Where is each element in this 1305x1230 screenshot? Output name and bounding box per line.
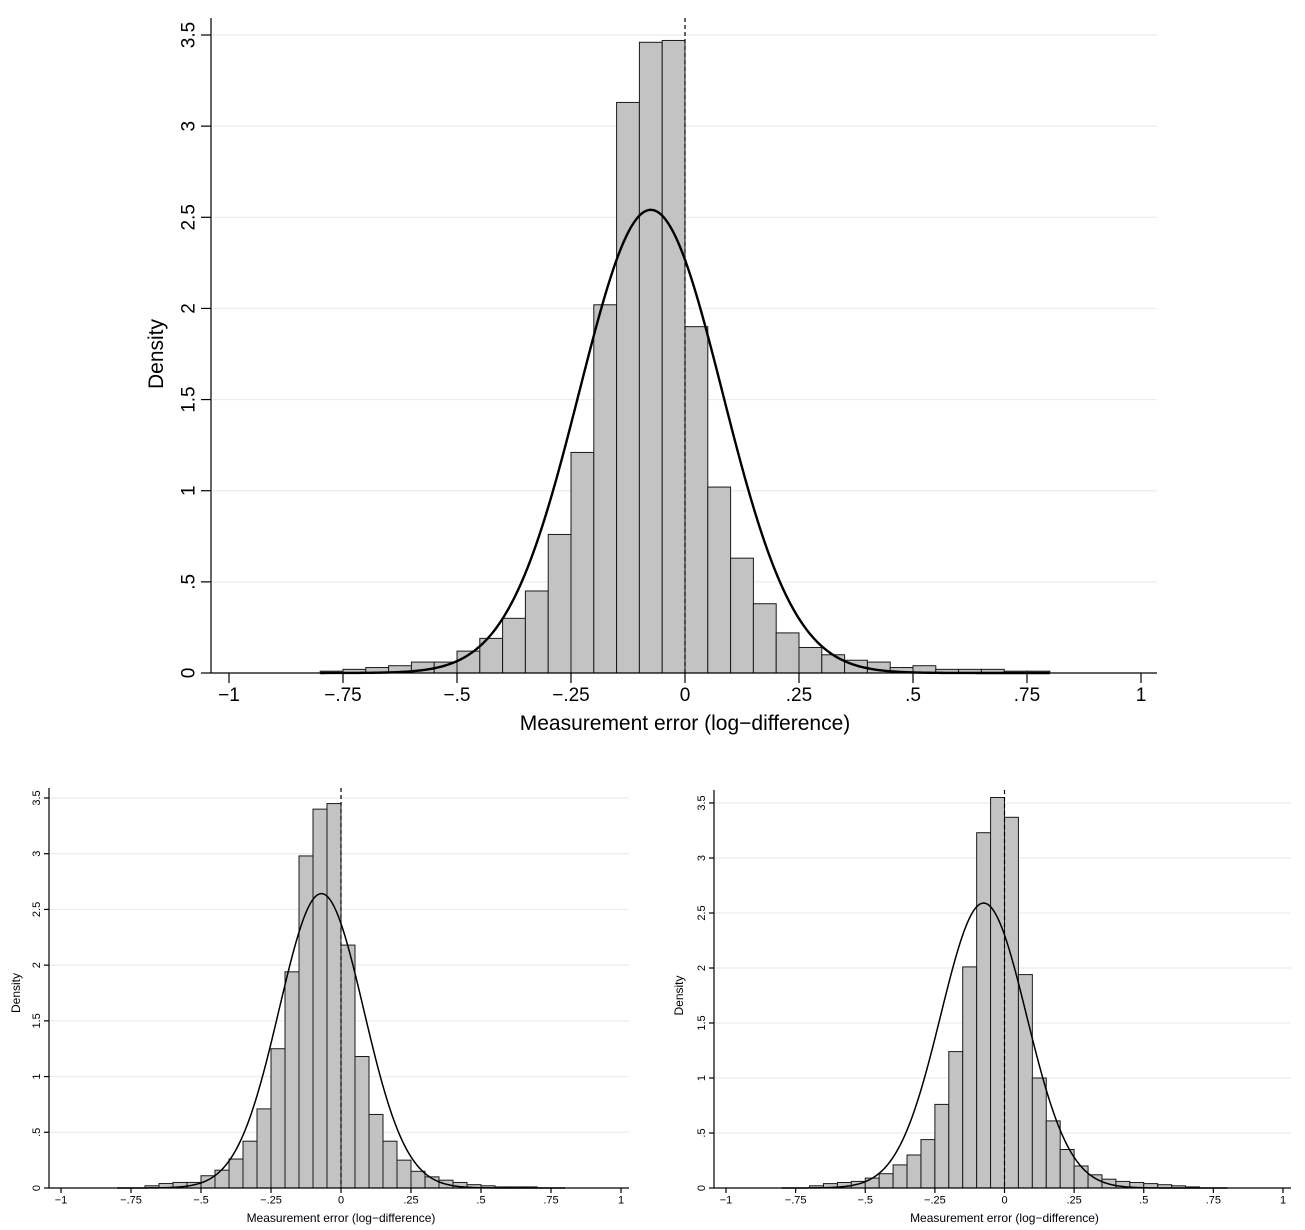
x-tick-label: 0 [680, 685, 691, 706]
y-tick-label: 2.5 [696, 905, 708, 920]
x-tick-label: −.75 [785, 1194, 807, 1206]
x-tick-label: .25 [786, 685, 812, 706]
x-tick-label: .5 [905, 685, 921, 706]
x-tick-label: .5 [476, 1194, 485, 1206]
y-tick-label: .5 [178, 574, 199, 590]
x-tick-label: −.75 [120, 1194, 142, 1206]
y-tick-label: 3 [178, 121, 199, 132]
histogram-bar [1045, 1120, 1061, 1189]
y-tick-label: 2.5 [31, 902, 43, 917]
histogram-bar [962, 966, 978, 1189]
y-tick-label: 1 [178, 485, 199, 496]
y-tick-label: 2 [31, 962, 43, 968]
x-tick-label: −1 [55, 1194, 68, 1206]
histogram-bar [1073, 1165, 1089, 1189]
x-tick-label: −.5 [857, 1194, 873, 1206]
x-axis-title: Measurement error (log−difference) [520, 712, 851, 735]
y-tick-label: 3.5 [178, 22, 199, 48]
x-tick-label: −.5 [444, 685, 471, 706]
y-tick-label: 1 [31, 1074, 43, 1080]
histogram-bar [864, 1177, 880, 1189]
x-tick-label: 0 [1001, 1194, 1007, 1206]
x-tick-label: .75 [1014, 685, 1040, 706]
histogram-bar [1031, 1077, 1047, 1189]
y-axis-title: Density [672, 975, 686, 1015]
histogram-bar [976, 832, 992, 1189]
histogram-bar [934, 1103, 950, 1189]
x-tick-label: −.25 [260, 1194, 282, 1206]
histogram-bar [892, 1164, 908, 1189]
x-tick-label: −.25 [924, 1194, 946, 1206]
x-tick-label: .5 [1139, 1194, 1148, 1206]
x-tick-label: −.25 [552, 685, 590, 706]
x-axis-title: Measurement error (log−difference) [247, 1211, 436, 1225]
y-tick-label: 0 [696, 1185, 708, 1191]
histogram-top: −1 −.75 −.5 −.25 0 .25 .5 .75 1 0 .5 1 1.5 2 2.5 3 3.5 Me… [145, 18, 1157, 735]
histogram-bar [1004, 816, 1019, 1189]
y-tick-label: .5 [696, 1128, 708, 1137]
y-tick-label: 2 [178, 303, 199, 314]
bars [319, 39, 1051, 674]
x-tick-label: .75 [1206, 1194, 1221, 1206]
y-tick-label: 0 [178, 668, 199, 679]
y-axis-title: Density [145, 318, 168, 389]
histogram-bar [990, 797, 1006, 1189]
x-tick-label: −.5 [193, 1194, 209, 1206]
y-tick-label: 1.5 [178, 386, 199, 412]
y-tick-label: 1.5 [31, 1013, 43, 1028]
x-tick-label: −.75 [324, 685, 362, 706]
y-axis-title: Density [9, 973, 23, 1013]
x-tick-label: .25 [403, 1194, 418, 1206]
x-tick-label: 1 [618, 1194, 624, 1206]
x-tick-label: .75 [543, 1194, 558, 1206]
x-tick-label: 1 [1136, 685, 1147, 706]
y-tick-label: 3.5 [696, 795, 708, 810]
y-tick-label: 3 [696, 855, 708, 861]
y-tick-label: 2.5 [178, 204, 199, 230]
y-tick-label: 3 [31, 851, 43, 857]
histogram-bar [920, 1139, 936, 1189]
x-axis-title: Measurement error (log−difference) [910, 1211, 1099, 1225]
histogram-bar [878, 1173, 894, 1189]
y-tick-label: .5 [31, 1128, 43, 1137]
histogram-bar [1017, 974, 1033, 1189]
y-tick-label: 2 [696, 965, 708, 971]
y-tick-label: 1.5 [696, 1015, 708, 1030]
y-tick-label: 1 [696, 1075, 708, 1081]
x-tick-label: 1 [1280, 1194, 1286, 1206]
x-tick-label: .25 [1066, 1194, 1081, 1206]
x-tick-label: −1 [720, 1194, 733, 1206]
x-tick-label: 0 [338, 1194, 344, 1206]
histogram-bar [906, 1154, 922, 1189]
x-tick-label: −1 [218, 685, 240, 706]
y-tick-label: 0 [31, 1185, 43, 1191]
histogram-bar [948, 1051, 964, 1189]
y-tick-label: 3.5 [31, 790, 43, 805]
